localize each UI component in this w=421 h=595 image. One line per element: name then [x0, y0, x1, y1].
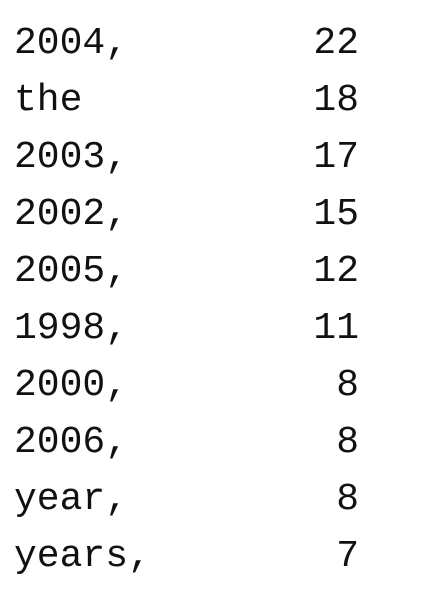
word-count: 8	[336, 478, 359, 521]
word-count: 15	[313, 193, 359, 236]
word-count: 7	[336, 535, 359, 578]
word-label: 2003,	[14, 136, 129, 179]
list-item: 2006, 8	[14, 414, 359, 471]
list-item: 1998, 11	[14, 300, 359, 357]
word-label: 2006,	[14, 421, 129, 464]
list-item: year, 8	[14, 471, 359, 528]
word-count: 11	[313, 307, 359, 350]
word-label: 2002,	[14, 193, 129, 236]
word-label: 2000,	[14, 364, 129, 407]
word-label: year,	[14, 478, 129, 521]
word-label: 1998,	[14, 307, 129, 350]
list-item: 2000, 8	[14, 357, 359, 414]
word-label: 2005,	[14, 250, 129, 293]
word-label: 2004,	[14, 22, 129, 65]
word-label: the	[14, 79, 83, 122]
word-count: 8	[336, 421, 359, 464]
list-item: 2004, 22	[14, 15, 359, 72]
list-item: 2005, 12	[14, 243, 359, 300]
word-frequency-list: 2004, 22 the 18 2003, 17 2002, 15 2005, …	[14, 15, 359, 585]
list-item: the 18	[14, 72, 359, 129]
word-count: 18	[313, 79, 359, 122]
word-count: 12	[313, 250, 359, 293]
word-count: 17	[313, 136, 359, 179]
word-count: 8	[336, 364, 359, 407]
list-item: 2002, 15	[14, 186, 359, 243]
list-item: years, 7	[14, 528, 359, 585]
list-item: 2003, 17	[14, 129, 359, 186]
word-label: years,	[14, 535, 151, 578]
word-count: 22	[313, 22, 359, 65]
